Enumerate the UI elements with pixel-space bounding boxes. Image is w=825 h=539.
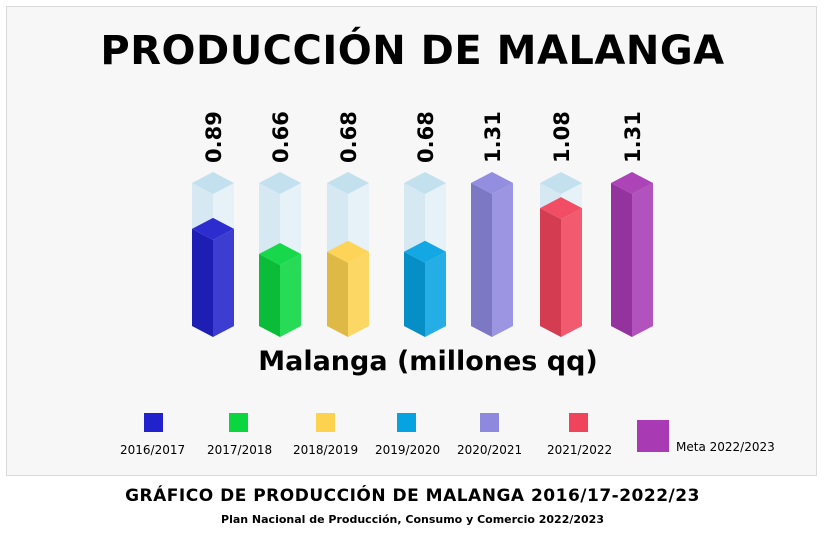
bar <box>471 172 513 337</box>
bar <box>404 240 446 337</box>
bar-left-face <box>611 183 632 337</box>
bar-right-face <box>425 251 446 337</box>
legend-swatch <box>569 413 588 432</box>
legend-swatch <box>637 420 669 452</box>
legend-swatch <box>316 413 335 432</box>
legend-swatch <box>480 413 499 432</box>
legend-swatch <box>144 413 163 432</box>
data-label: 0.66 <box>269 111 293 163</box>
bar <box>259 242 301 337</box>
axis-label: Malanga (millones qq) <box>258 346 598 377</box>
bar-left-face <box>192 228 213 337</box>
bar-glass-top-face <box>404 172 446 194</box>
footer-source: Plan Nacional de Producción, Consumo y C… <box>221 513 604 526</box>
bar-left-face <box>327 251 348 337</box>
legend-label: 2016/2017 <box>120 443 186 457</box>
bar-top-face <box>540 197 582 220</box>
bar-glass-top-face <box>259 172 301 194</box>
footer-title: GRÁFICO DE PRODUCCIÓN DE MALANGA 2016/17… <box>125 486 700 506</box>
bar <box>540 197 582 337</box>
legend-label: 2018/2019 <box>293 443 359 457</box>
bar-top-face <box>259 242 301 265</box>
bar-top-face <box>192 217 234 240</box>
legend-label: Meta 2022/2023 <box>676 440 775 454</box>
legend-label: 2017/2018 <box>207 443 273 457</box>
data-label: 0.68 <box>414 111 438 163</box>
bar-glass-top-face <box>192 172 234 194</box>
legend-label: 2020/2021 <box>457 443 523 457</box>
data-label: 0.68 <box>337 111 361 163</box>
bar-right-face <box>561 208 582 337</box>
legend-swatch <box>229 413 248 432</box>
data-label: 1.31 <box>621 111 645 163</box>
data-label: 0.89 <box>202 111 226 163</box>
data-label: 1.08 <box>550 111 574 163</box>
bar-right-face <box>348 251 369 337</box>
bar-glass-top-face <box>327 172 369 194</box>
data-label: 1.31 <box>481 111 505 163</box>
bar-right-face <box>632 183 653 337</box>
bar <box>327 240 369 337</box>
bar-left-face <box>471 183 492 337</box>
bar-right-face <box>492 183 513 337</box>
bar-top-face <box>404 240 446 263</box>
bar-glass-top-face <box>540 172 582 194</box>
bar-top-face <box>471 172 513 194</box>
bar <box>611 172 653 337</box>
bar-left-face <box>540 208 561 337</box>
legend-swatch <box>397 413 416 432</box>
legend-label: 2021/2022 <box>547 443 613 457</box>
bar-top-face <box>611 172 653 194</box>
bar-right-face <box>213 228 234 337</box>
bar-left-face <box>259 253 280 337</box>
bar-left-face <box>404 251 425 337</box>
chart-title: PRODUCCIÓN DE MALANGA <box>100 28 725 74</box>
legend-label: 2019/2020 <box>375 443 441 457</box>
bar-right-face <box>280 253 301 337</box>
bar-top-face <box>327 240 369 263</box>
bar <box>192 217 234 337</box>
